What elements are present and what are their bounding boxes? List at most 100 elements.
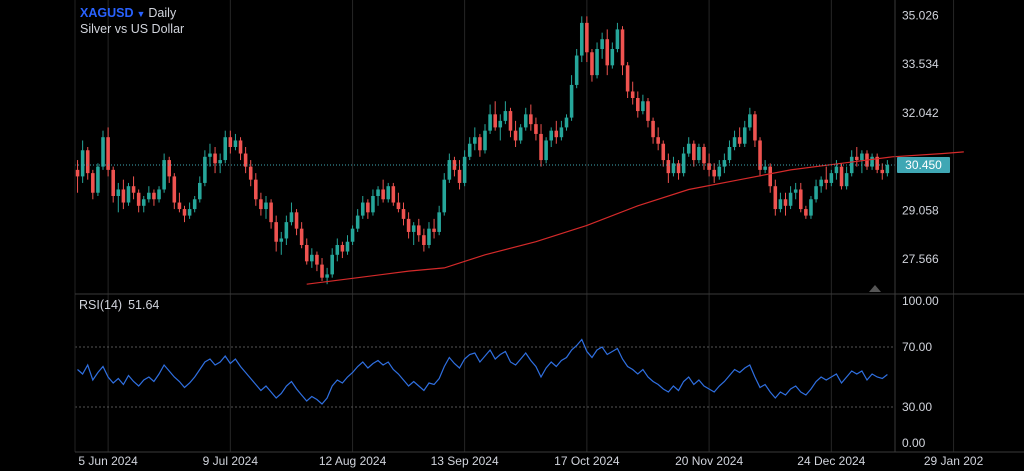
candle-body	[503, 111, 508, 121]
candle-body	[106, 137, 110, 170]
moving-average-series	[306, 151, 964, 285]
candle-body	[360, 202, 365, 216]
date-tick-label: 9 Jul 2024	[203, 454, 259, 468]
candle-body	[427, 228, 431, 245]
candle-body	[758, 140, 762, 170]
candle-body	[152, 192, 156, 200]
date-tick-label: 13 Sep 2024	[431, 454, 499, 468]
candle-body	[340, 245, 345, 252]
candle-body	[544, 140, 548, 161]
candle-body	[793, 189, 798, 193]
symbol-name[interactable]: XAGUSD	[80, 6, 134, 20]
candle-body	[294, 212, 299, 229]
candle-body	[880, 169, 885, 174]
candle-body	[248, 166, 253, 180]
date-tick-label: 29 Jan 202	[924, 454, 984, 468]
candle-body	[473, 137, 477, 144]
candle-body	[437, 212, 441, 232]
candle-body	[213, 153, 217, 164]
candle-body	[702, 147, 706, 164]
candle-body	[518, 127, 523, 141]
candle-body	[839, 166, 844, 187]
candle-body	[406, 218, 411, 232]
candle-body	[788, 192, 793, 206]
candle-body	[748, 114, 752, 128]
candle-body	[157, 189, 161, 200]
candle-body	[753, 114, 757, 141]
date-tick-label: 5 Jun 2024	[78, 454, 138, 468]
candle-body	[350, 228, 355, 242]
candle-body	[844, 173, 849, 187]
candle-body	[243, 153, 248, 167]
candle-body	[875, 156, 879, 170]
candle-body	[141, 199, 146, 206]
candle-body	[641, 101, 645, 112]
candle-body	[692, 143, 696, 161]
chevron-down-icon[interactable]: ▼	[136, 9, 146, 19]
candle-body	[712, 169, 716, 177]
candle-body	[834, 166, 839, 174]
candle-body	[147, 192, 151, 200]
candle-body	[284, 222, 289, 239]
rsi-legend[interactable]: RSI(14) 51.64	[79, 298, 165, 312]
candle-body	[742, 127, 747, 144]
candle-body	[304, 245, 309, 262]
axes	[74, 0, 1024, 453]
candle-body	[554, 130, 559, 138]
candle-body	[208, 153, 212, 157]
grid-lines	[107, 0, 955, 452]
candle-body	[315, 254, 319, 265]
candle-body	[228, 137, 233, 147]
candle-body	[366, 202, 370, 213]
candle-body	[549, 130, 553, 141]
candle-body	[534, 124, 538, 134]
rsi-tick-label: 0.00	[902, 436, 926, 450]
candle-body	[559, 127, 564, 138]
candle-body	[401, 209, 406, 219]
candle-body	[646, 101, 650, 121]
candle-body	[85, 150, 90, 174]
candle-body	[355, 215, 360, 229]
candle-body	[136, 192, 141, 206]
candle-body	[539, 133, 543, 161]
date-tick-label: 20 Nov 2024	[675, 454, 743, 468]
candle-body	[478, 137, 482, 151]
candle-body	[610, 49, 615, 66]
timeframe-label[interactable]: Daily	[148, 6, 177, 20]
triangle-marker-icon	[869, 285, 881, 292]
candle-body	[707, 163, 711, 170]
candle-body	[600, 39, 604, 49]
moving-average-line	[306, 151, 964, 285]
candle-body	[783, 199, 788, 206]
candle-body	[91, 173, 95, 193]
candle-body	[238, 140, 243, 154]
candlestick-series	[75, 16, 890, 285]
symbol-description: Silver vs US Dollar	[80, 22, 185, 36]
candle-body	[885, 164, 890, 174]
candle-body	[860, 153, 864, 161]
candle-body	[330, 254, 334, 275]
candle-body	[773, 186, 778, 210]
candle-body	[121, 189, 126, 203]
rsi-series	[75, 338, 895, 408]
candle-body	[126, 186, 131, 203]
candle-body	[493, 114, 497, 128]
candle-body	[727, 147, 732, 161]
candle-body	[615, 29, 620, 49]
candle-body	[269, 202, 273, 223]
candle-body	[131, 186, 136, 193]
candle-body	[422, 235, 426, 245]
candle-body	[162, 160, 166, 190]
candle-body	[177, 202, 182, 210]
candle-body	[676, 163, 681, 174]
candle-body	[371, 196, 375, 213]
candle-body	[508, 111, 513, 131]
candle-body	[814, 186, 818, 200]
candle-body	[804, 209, 808, 216]
candle-body	[447, 160, 452, 180]
current-price-label: 30.450	[905, 158, 942, 172]
chart-header[interactable]: XAGUSD ▼ Daily	[80, 5, 176, 23]
candle-body	[396, 202, 401, 210]
candle-body	[167, 160, 172, 177]
